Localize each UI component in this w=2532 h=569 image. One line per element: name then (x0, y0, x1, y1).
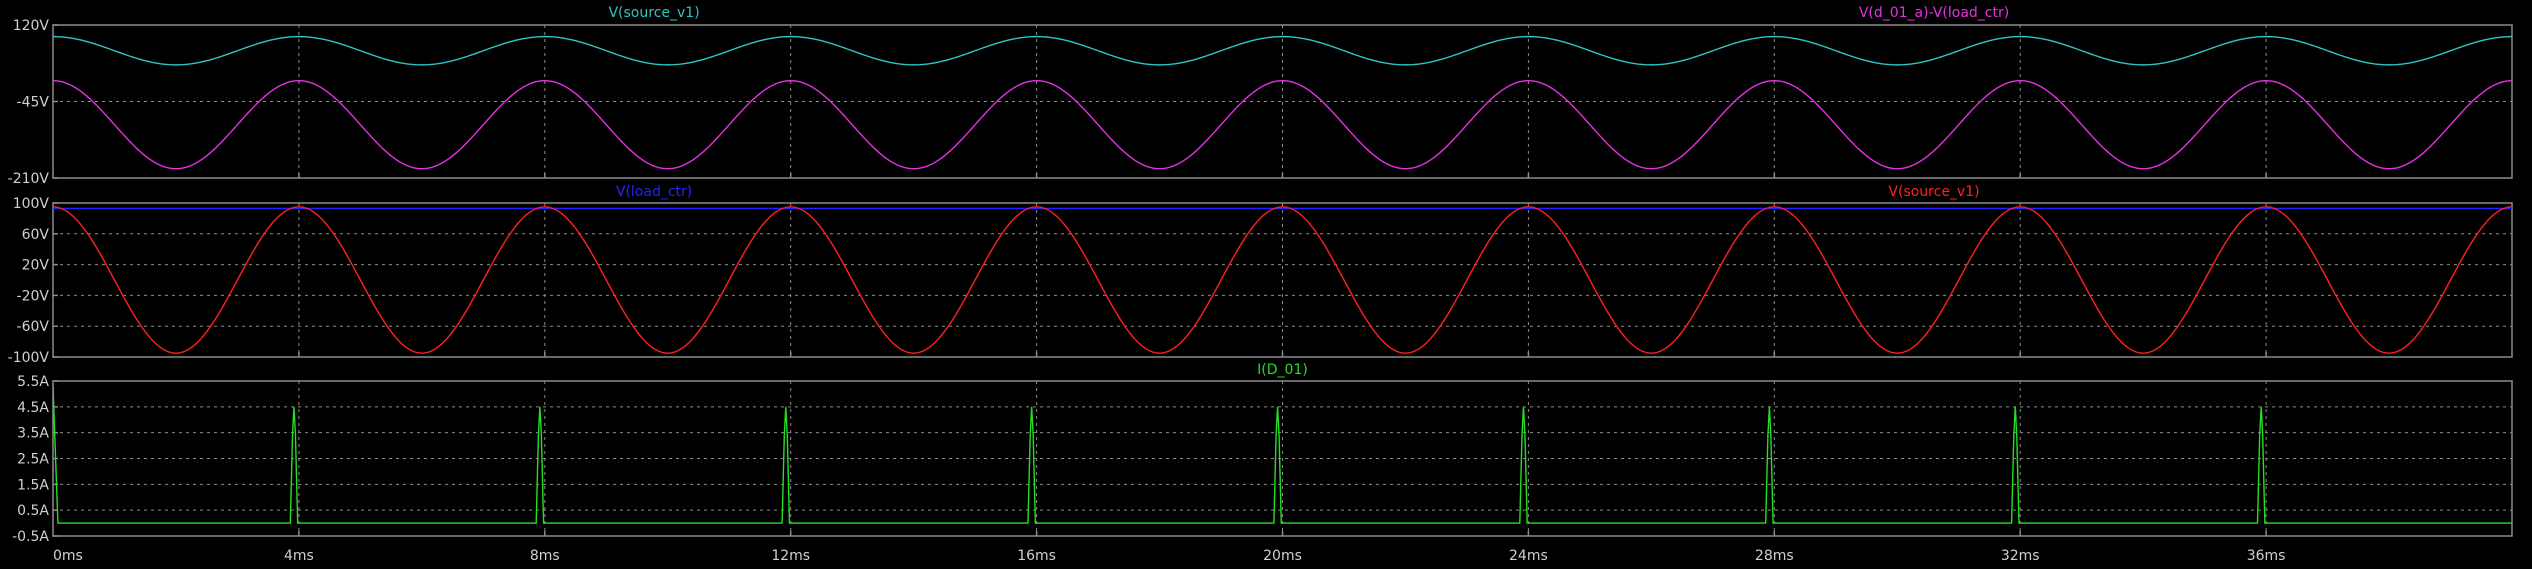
y-tick-label: 20V (22, 258, 50, 274)
pane-1: 120V -45V -210V V(source_v1) V(d_01_a)-V(loa… (8, 5, 2513, 187)
x-tick-label: 28ms (1755, 548, 1794, 564)
y-tick-label: 2.5A (17, 452, 49, 468)
x-tick-label: 16ms (1017, 548, 1056, 564)
x-tick-label: 4ms (284, 548, 314, 564)
x-axis: 0ms 4ms 8ms 12ms 16ms 20ms 24ms 28ms 32ms 36ms (53, 548, 2285, 564)
x-tick-label: 36ms (2247, 548, 2286, 564)
x-tick-label: 20ms (1263, 548, 1302, 564)
trace-label[interactable]: I(D_01) (1257, 362, 1308, 378)
y-tick-label: 1.5A (17, 477, 49, 493)
y-tick-label: -210V (8, 171, 50, 187)
y-tick-label: -20V (17, 288, 50, 304)
trace-0-1 (53, 79, 2512, 170)
x-tick-label: 0ms (53, 548, 83, 564)
x-tick-label: 32ms (2001, 548, 2040, 564)
y-tick-label: -45V (17, 95, 50, 111)
x-tick-label: 24ms (1509, 548, 1548, 564)
trace-1-1 (53, 206, 2512, 354)
x-tick-label: 8ms (530, 548, 560, 564)
y-tick-label: 5.5A (17, 374, 49, 390)
pane-3: 5.5A 4.5A 3.5A 2.5A 1.5A 0.5A -0.5A I(D_01) (12, 362, 2513, 545)
y-tick-label: -0.5A (12, 529, 49, 545)
trace-label[interactable]: V(load_ctr) (616, 184, 692, 200)
y-tick-label: 100V (13, 196, 50, 212)
trace-label[interactable]: V(d_01_a)-V(load_ctr) (1859, 5, 2009, 21)
y-tick-label: 60V (22, 227, 50, 243)
y-tick-label: 120V (13, 18, 50, 34)
trace-0-0 (53, 35, 2512, 66)
y-tick-label: 3.5A (17, 426, 49, 442)
pane-2: 100V 60V 20V -20V -60V -100V V(load_ctr) V(sour… (8, 184, 2513, 366)
trace-label[interactable]: V(source_v1) (1888, 184, 1979, 200)
y-tick-label: 0.5A (17, 503, 49, 519)
y-tick-label: -60V (17, 319, 50, 335)
y-tick-label: 4.5A (17, 400, 49, 416)
y-tick-label: -100V (8, 350, 50, 366)
x-tick-label: 12ms (771, 548, 810, 564)
trace-label[interactable]: V(source_v1) (608, 5, 699, 21)
trace-2-0 (53, 386, 2512, 524)
